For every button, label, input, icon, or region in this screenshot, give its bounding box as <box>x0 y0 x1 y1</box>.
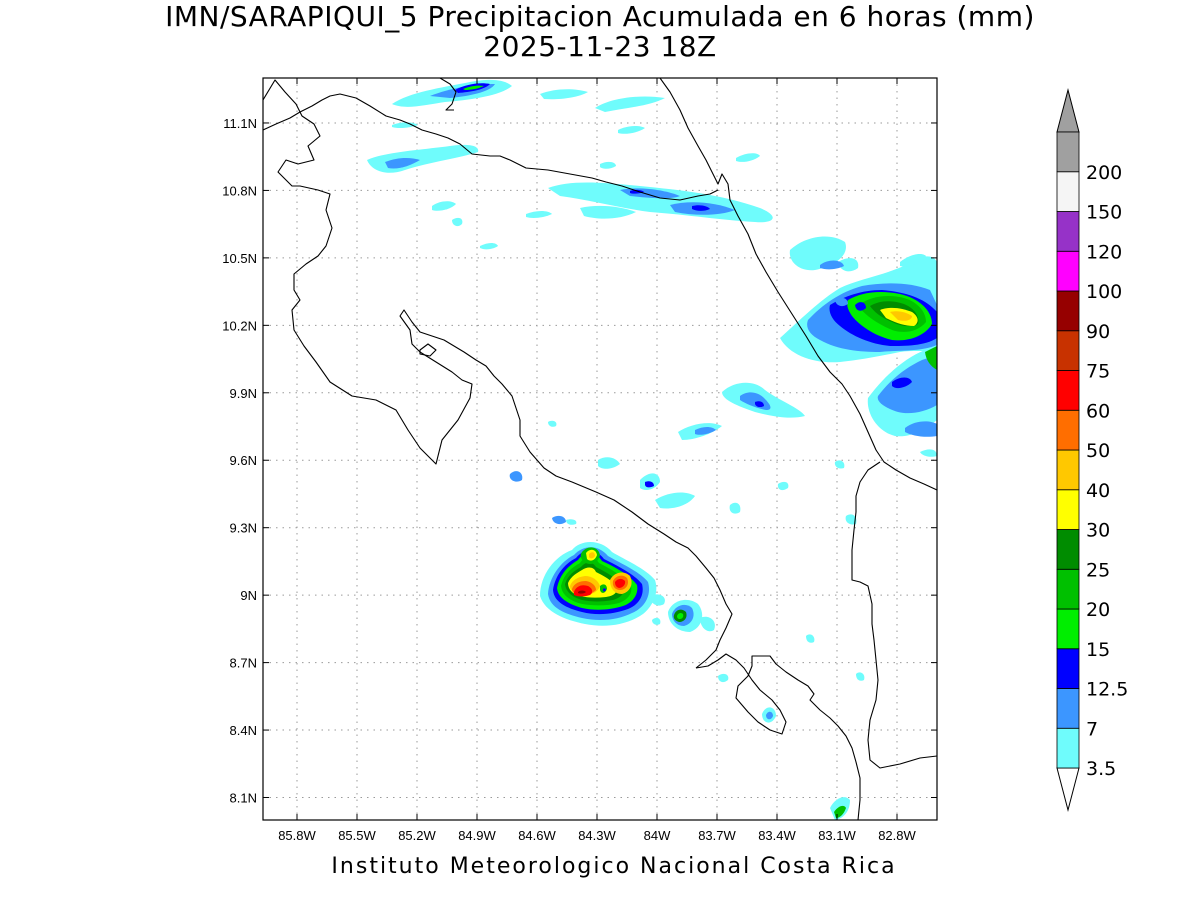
osa-peninsula-coast <box>695 653 861 820</box>
longitude-axis: 85.8W 85.5W 85.2W 84.9W 84.6W 84.3W 84W 83.7W 83… <box>278 78 917 843</box>
coastlines-and-borders <box>263 78 937 820</box>
lon-tick-label: 83.7W <box>698 828 736 843</box>
lon-tick-label: 83.1W <box>818 828 856 843</box>
colorbar-label: 30 <box>1086 520 1110 542</box>
colorbar-swatch <box>1056 688 1080 729</box>
colorbar-label: 75 <box>1086 361 1110 383</box>
lat-tick-label: 9.3N <box>230 521 257 536</box>
lat-tick-label: 8.4N <box>230 723 257 738</box>
precip-patches-central <box>509 382 857 525</box>
lake-nicaragua-shore <box>439 78 457 111</box>
lon-tick-label: 85.8W <box>278 828 316 843</box>
lat-tick-label: 11.1N <box>223 116 257 131</box>
lat-tick-label: 10.5N <box>222 251 257 266</box>
colorbar-swatch <box>1056 608 1080 650</box>
lon-tick-label: 82.8W <box>878 828 916 843</box>
colorbar-swatch <box>1056 727 1080 769</box>
gulf-island <box>419 343 437 357</box>
colorbar-swatch <box>1056 449 1080 491</box>
colorbar-swatch <box>1056 330 1080 371</box>
colorbar-label: 12.5 <box>1086 679 1128 701</box>
lon-tick-label: 83.4W <box>758 828 796 843</box>
precip-cells-south <box>650 594 865 820</box>
map-title: IMN/SARAPIQUI_5 Precipitacion Acumulada … <box>0 2 1200 62</box>
precip-band-northern-plains <box>432 153 773 250</box>
precip-cell-main <box>540 542 657 626</box>
lon-tick-label: 84W <box>644 828 671 843</box>
lat-tick-label: 10.2N <box>222 318 257 333</box>
colorbar-swatch <box>1056 250 1080 292</box>
latitude-axis: 11.1N 10.8N 10.5N 10.2N 9.9N 9.6N 9.3N 9N 8.7N 8.… <box>222 116 937 806</box>
precip-cell-north-coast <box>367 79 665 173</box>
colorbar-under-arrow <box>1056 767 1080 812</box>
colorbar-swatch <box>1056 370 1080 411</box>
colorbar-label: 90 <box>1086 321 1110 343</box>
colorbar-swatch <box>1056 409 1080 451</box>
colorbar-label: 40 <box>1086 480 1110 502</box>
colorbar-label: 7 <box>1086 718 1098 740</box>
pacific-coastline-north <box>263 79 733 669</box>
lon-tick-label: 84.3W <box>578 828 616 843</box>
footer-credit: Instituto Meteorologico Nacional Costa R… <box>331 854 897 879</box>
colorbar-label: 100 <box>1086 281 1122 303</box>
colorbar-swatch <box>1056 489 1080 530</box>
graticule <box>263 78 937 820</box>
lon-tick-label: 85.2W <box>398 828 436 843</box>
precipitation-shading <box>367 79 937 820</box>
colorbar-swatch <box>1056 648 1080 689</box>
colorbar-over-arrow <box>1056 88 1080 133</box>
colorbar-swatch <box>1056 568 1080 610</box>
precip-cell-caribbean-south <box>867 346 937 457</box>
panama-border <box>851 461 937 769</box>
colorbar-swatch <box>1056 131 1080 173</box>
lat-tick-label: 9.9N <box>230 386 257 401</box>
lon-tick-label: 85.5W <box>338 828 376 843</box>
colorbar-swatch <box>1056 171 1080 212</box>
colorbar-swatch <box>1056 211 1080 252</box>
colorbar-label: 15 <box>1086 639 1110 661</box>
title-line-2: 2025-11-23 18Z <box>483 30 717 63</box>
colorbar-label: 20 <box>1086 599 1110 621</box>
colorbar-label: 120 <box>1086 241 1122 263</box>
colorbar-swatch <box>1056 290 1080 332</box>
title-line-1: IMN/SARAPIQUI_5 Precipitacion Acumulada … <box>165 0 1035 33</box>
lat-tick-label: 9N <box>240 588 257 603</box>
colorbar-label: 150 <box>1086 202 1122 224</box>
colorbar-label: 3.5 <box>1086 758 1116 780</box>
colorbar-label: 25 <box>1086 559 1110 581</box>
plot-frame <box>262 77 938 821</box>
colorbar-label: 50 <box>1086 440 1110 462</box>
colorbar-label: 200 <box>1086 162 1122 184</box>
colorbar-label: 60 <box>1086 400 1110 422</box>
lon-tick-label: 84.6W <box>518 828 556 843</box>
lat-tick-label: 9.6N <box>230 453 257 468</box>
nicaragua-border <box>263 93 719 201</box>
lat-tick-label: 8.1N <box>230 791 257 806</box>
colorbar-swatch <box>1056 529 1080 570</box>
colorbar: 3.5 7 12.5 15 20 25 30 40 50 60 75 90 100 120 150 200 <box>1056 88 1128 812</box>
lon-tick-label: 84.9W <box>458 828 496 843</box>
lat-tick-label: 8.7N <box>230 656 257 671</box>
precip-cell-caribbean-northeast <box>780 236 937 363</box>
caribbean-coastline <box>659 78 937 491</box>
lat-tick-label: 10.8N <box>222 183 257 198</box>
